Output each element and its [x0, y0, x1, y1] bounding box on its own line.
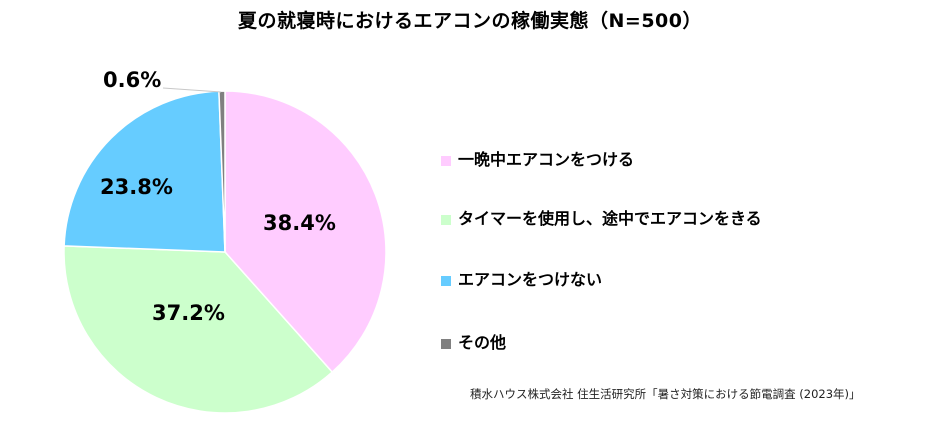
- slice-label-timer: 37.2%: [152, 301, 225, 325]
- pie-slice-no-aircon: [63, 90, 226, 253]
- legend-swatch-gray: [441, 338, 451, 349]
- slice-label-no-aircon: 23.8%: [100, 175, 173, 199]
- legend-swatch-blue: [441, 275, 451, 286]
- source-note: 積水ハウス株式会社 住生活研究所「暑さ対策における節電調査 (2023年)」: [470, 387, 861, 401]
- legend-label: エアコンをつけない: [458, 270, 603, 289]
- legend-item-no-aircon: エアコンをつけない: [441, 266, 602, 290]
- legend-label: タイマーを使用し、途中でエアコンをきる: [458, 209, 762, 228]
- slice-label-other: 0.6%: [103, 68, 162, 92]
- pie-slice-timer: [63, 245, 334, 414]
- legend-label: その他: [458, 333, 507, 352]
- leader-line: [162, 87, 222, 93]
- legend-swatch-green: [441, 214, 451, 225]
- legend-item-other: その他: [441, 329, 506, 353]
- legend-item-aircon-all-night: 一晩中エアコンをつける: [441, 146, 634, 170]
- pie-slices: [63, 90, 387, 414]
- legend-item-timer: タイマーを使用し、途中でエアコンをきる: [441, 205, 762, 229]
- slice-label-aircon-all-night: 38.4%: [263, 211, 336, 235]
- pie-slice-other: [218, 90, 226, 253]
- legend-label: 一晩中エアコンをつける: [458, 150, 635, 169]
- pie-slice-aircon-all-night: [224, 90, 387, 374]
- legend-swatch-pink: [441, 155, 451, 166]
- chart-title: 夏の就寝時におけるエアコンの稼働実態（N=500）: [238, 10, 702, 32]
